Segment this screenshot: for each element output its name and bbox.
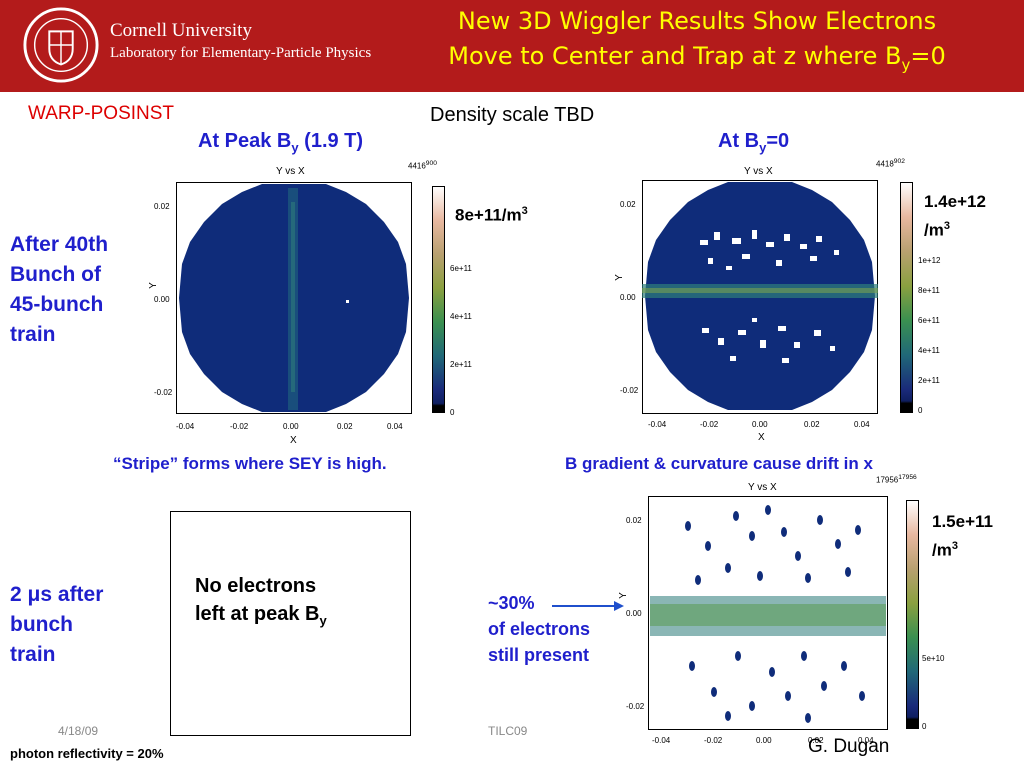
x-tick: 0.04 [854,420,870,429]
y-tick: 0.02 [626,516,642,525]
plot-entries: 4416900 [408,160,437,171]
color-tick: 8e+11 [918,286,940,295]
plot-title: Y vs X [744,166,773,177]
color-tick: 2e+11 [918,376,940,385]
color-scale-bar [906,500,919,729]
footer-reflectivity: photon reflectivity = 20% [10,746,164,761]
density-plot-zero: Y vs X 4418902 0.02 0.00 -0.02 Y -0.04 -… [596,158,941,450]
color-tick: 2e+11 [450,360,472,369]
footer-author: G. Dugan [808,736,890,757]
x-tick: 0.00 [283,422,299,431]
x-tick: 0.00 [752,420,768,429]
x-axis-label: X [290,435,297,446]
x-tick: 0.02 [337,422,353,431]
lab-title: Laboratory for Elementary-Particle Physi… [110,45,372,61]
university-name: Cornell University Laboratory for Elemen… [110,20,371,64]
density-plot-peak: Y vs X 4416900 0.02 0.00 -0.02 Y -0.04 -… [147,160,472,450]
header-banner [0,0,1024,92]
density-plot-after-train: Y vs X 1795617956 0.02 0.00 -0.02 Y -0.0… [612,474,945,748]
color-scale-bar [432,186,445,413]
scale-max-bottom: 1.5e+11 /m3 [932,512,993,560]
plot-entries: 1795617956 [876,474,917,485]
y-tick: 0.00 [620,293,636,302]
y-axis-label: Y [613,274,625,281]
color-tick: 0 [450,408,455,417]
x-tick: -0.02 [230,422,249,431]
y-tick: 0.00 [626,609,642,618]
x-tick: 0.04 [387,422,403,431]
slide-title: New 3D Wiggler Results Show Electrons Mo… [400,4,994,83]
plot-entries: 4418902 [876,158,905,169]
no-electrons-box [170,511,411,736]
color-scale-bar [900,182,913,413]
no-electrons-text: No electrons left at peak By [195,575,327,628]
plot-frame [176,182,412,414]
footer-date: 4/18/09 [58,724,99,738]
x-axis-label: X [758,432,765,443]
scale-max-left: 8e+11/m3 [455,205,528,225]
remaining-electrons-note: ~30% of electrons still present [488,593,591,665]
row-label-after-train: 2 μs after bunch train [10,583,104,666]
y-tick: -0.02 [620,386,639,395]
row-label-after-bunch: After 40th Bunch of 45-bunch train [10,233,109,346]
caption-drift: B gradient & curvature cause drift in x [565,454,873,473]
x-tick: 0.00 [756,736,772,745]
y-tick: 0.00 [154,295,170,304]
x-tick: -0.02 [704,736,723,745]
scale-max-right: 1.4e+12 /m3 [924,192,986,240]
color-tick: 6e+11 [918,316,940,325]
x-tick: -0.04 [648,420,667,429]
arrow-icon [552,601,624,611]
color-tick: 0 [918,406,923,415]
plot-title: Y vs X [748,482,777,493]
plot-frame [648,496,888,730]
title-line-2: Move to Center and Trap at z where By=0 [448,42,946,74]
color-tick: 4e+11 [918,346,940,355]
university-title: Cornell University [110,20,252,41]
footer-conference: TILC09 [488,724,528,738]
y-tick: 0.02 [154,202,170,211]
color-tick: 0 [922,722,927,731]
y-tick: -0.02 [154,388,173,397]
column-title-right: At By=0 [718,130,790,155]
title-line-1: New 3D Wiggler Results Show Electrons [457,7,937,35]
plot-title: Y vs X [276,166,305,177]
y-tick: 0.02 [620,200,636,209]
x-tick: 0.02 [808,736,824,745]
color-tick: 4e+11 [450,312,472,321]
color-tick: 5e+10 [922,654,945,663]
x-tick: -0.04 [652,736,671,745]
caption-stripe: “Stripe” forms where SEY is high. [113,454,387,473]
cornell-seal-logo [23,7,99,83]
x-tick: 0.02 [804,420,820,429]
x-tick: -0.04 [176,422,195,431]
color-tick: 1e+12 [918,256,941,265]
plot-frame [642,180,878,414]
x-tick: 0.04 [858,736,874,745]
x-tick: -0.02 [700,420,719,429]
color-tick: 6e+11 [450,264,472,273]
y-tick: -0.02 [626,702,645,711]
column-title-left: At Peak By (1.9 T) [198,130,364,155]
code-label: WARP-POSINST [28,103,175,124]
density-note: Density scale TBD [430,104,595,126]
y-axis-label: Y [617,592,629,599]
y-axis-label: Y [147,282,159,289]
